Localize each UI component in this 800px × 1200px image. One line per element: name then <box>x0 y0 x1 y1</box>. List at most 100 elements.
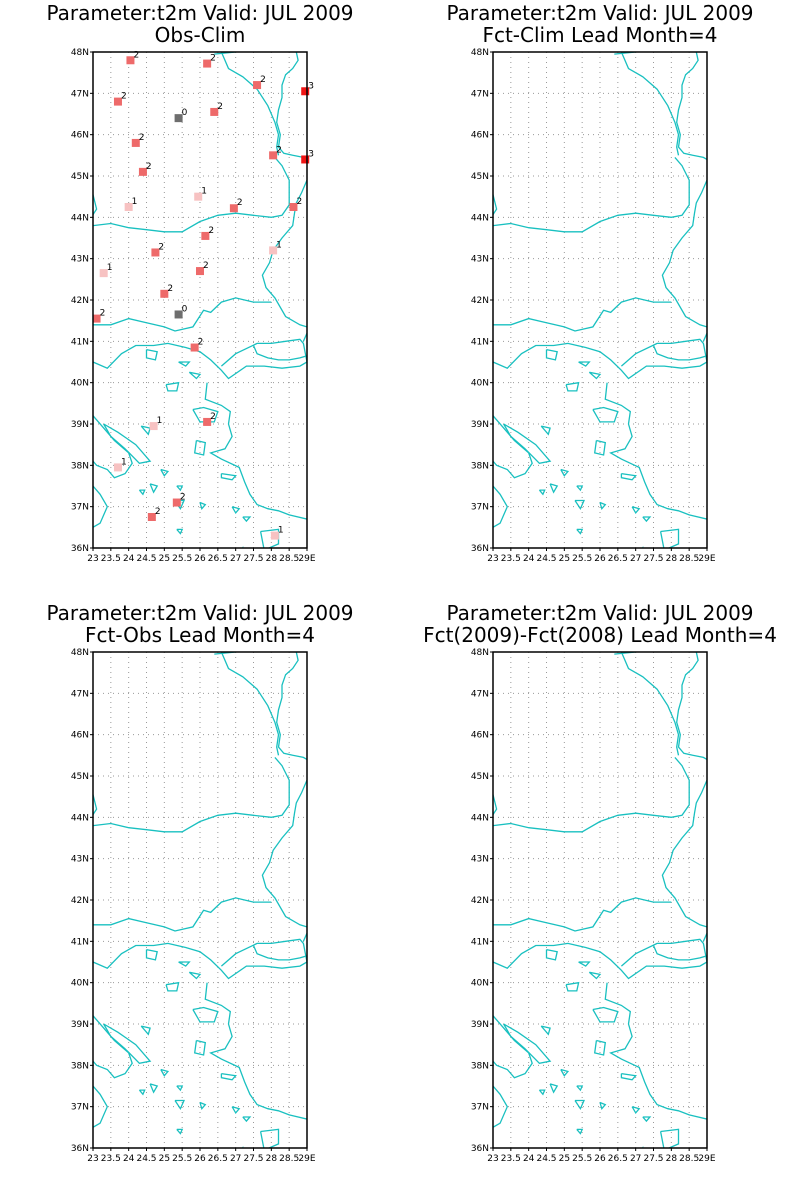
lat-tick-label: 43N <box>471 255 489 265</box>
station-value-label: 3 <box>308 149 314 159</box>
coastline <box>93 942 307 980</box>
map-canvas: 48N47N46N45N44N43N42N41N40N39N38N37N36N2… <box>471 648 716 1164</box>
coastline <box>193 439 207 456</box>
station-value-label: 2 <box>198 338 204 348</box>
station-value-label: 2 <box>146 162 152 172</box>
coastline <box>560 1068 570 1077</box>
lat-tick-label: 45N <box>71 772 89 782</box>
lat-tick-label: 37N <box>471 1103 489 1113</box>
lat-tick-label: 44N <box>71 213 89 223</box>
coastline <box>93 415 133 479</box>
lon-tick-label: 26.5 <box>208 554 228 564</box>
station-value-label: 2 <box>133 50 139 60</box>
coastline <box>160 1068 170 1077</box>
panel-title: Parameter:t2m Valid: JUL 2009 <box>446 1 754 25</box>
lon-tick-label: 27 <box>230 1154 241 1164</box>
coastline <box>165 981 180 992</box>
station-value-label: 2 <box>203 261 209 271</box>
lat-tick-label: 45N <box>71 172 89 182</box>
station-value-label: 2 <box>237 198 243 208</box>
station-value-label: 1 <box>201 187 207 197</box>
lon-tick-label: 28.5 <box>279 1154 299 1164</box>
station-marker <box>151 248 160 257</box>
coastline <box>631 506 641 515</box>
map-panel-fct-diff: Parameter:t2m Valid: JUL 2009 Fct(2009)-… <box>400 600 800 1200</box>
lon-tick-label: 26.5 <box>608 1154 628 1164</box>
coastline <box>493 1015 533 1079</box>
coastline <box>138 489 146 496</box>
station-value-label: 1 <box>121 457 127 467</box>
station-value-label: 2 <box>167 284 173 294</box>
lon-tick-label: 24 <box>523 554 535 564</box>
coastline <box>565 381 580 392</box>
coastline <box>493 1085 509 1128</box>
panel-title: Parameter:t2m Valid: JUL 2009 <box>46 601 354 625</box>
lon-tick-label: 27.5 <box>643 1154 663 1164</box>
station-value-label: 2 <box>296 197 302 207</box>
station-marker <box>99 269 108 278</box>
lon-tick-label: 26.5 <box>608 554 628 564</box>
station-value-label: 2 <box>155 507 161 517</box>
coastline <box>220 52 280 156</box>
coastline <box>576 485 584 492</box>
lon-tick-label: 25 <box>559 554 570 564</box>
station-marker <box>124 203 133 211</box>
lon-tick-label: 24.5 <box>136 554 156 564</box>
coastline <box>503 423 552 465</box>
coastline <box>642 1116 652 1123</box>
station-marker <box>269 246 278 255</box>
lat-tick-label: 47N <box>471 689 489 699</box>
lon-tick-label: 25.5 <box>572 1154 592 1164</box>
lat-tick-label: 41N <box>71 337 89 347</box>
lat-tick-label: 39N <box>71 420 89 430</box>
station-marker <box>147 513 156 521</box>
lon-tick-label: 27 <box>630 554 641 564</box>
coastline <box>149 1083 159 1094</box>
coastline <box>220 472 237 481</box>
station-marker <box>196 267 204 276</box>
coastline <box>593 1039 607 1056</box>
coastline <box>259 528 280 548</box>
station-value-label: 2 <box>217 102 223 112</box>
coastline <box>620 1072 637 1081</box>
lat-tick-label: 41N <box>471 937 489 947</box>
panel-subtitle: Fct(2009)-Fct(2008) Lead Month=4 <box>423 623 777 647</box>
lon-tick-label: 25.5 <box>172 554 192 564</box>
coastline <box>545 348 558 361</box>
station-marker <box>229 204 238 213</box>
coastline <box>93 1085 109 1128</box>
station-value-label: 0 <box>182 304 188 314</box>
map-panel-obs-clim: Parameter:t2m Valid: JUL 2009 Obs-Clim 2… <box>0 0 400 600</box>
lon-tick-label: 28.5 <box>679 1154 699 1164</box>
station-value-label: 1 <box>278 526 284 536</box>
lon-tick-label: 29E <box>298 554 315 564</box>
coastline <box>620 338 707 367</box>
coastline <box>140 1025 151 1036</box>
coastline <box>549 1083 559 1094</box>
coastline <box>620 472 637 481</box>
station-value-label: 2 <box>210 412 216 422</box>
lon-tick-label: 28 <box>266 1154 278 1164</box>
coastline <box>493 756 690 833</box>
coastline <box>493 794 498 816</box>
lat-tick-label: 48N <box>71 648 89 658</box>
coastline <box>160 468 170 477</box>
station-marker <box>172 498 181 507</box>
coastline <box>659 528 680 548</box>
station-value-label: 1 <box>132 197 138 207</box>
lon-tick-label: 26 <box>194 1154 206 1164</box>
lon-tick-label: 23 <box>487 1154 498 1164</box>
coastline <box>259 1128 280 1148</box>
coastline <box>242 516 252 523</box>
map-panel-fct-obs: Parameter:t2m Valid: JUL 2009 Fct-Obs Le… <box>0 600 400 1200</box>
panel-title: Parameter:t2m Valid: JUL 2009 <box>446 601 754 625</box>
map-canvas: 48N47N46N45N44N43N42N41N40N39N38N37N36N2… <box>71 648 316 1164</box>
lon-tick-label: 26 <box>594 554 606 564</box>
lon-tick-label: 28.5 <box>279 554 299 564</box>
lon-tick-label: 24.5 <box>136 1154 156 1164</box>
lat-tick-label: 38N <box>471 461 489 471</box>
station-marker <box>301 87 310 96</box>
lon-tick-label: 23 <box>87 1154 98 1164</box>
coastline <box>574 1099 585 1111</box>
station-marker <box>160 289 169 298</box>
